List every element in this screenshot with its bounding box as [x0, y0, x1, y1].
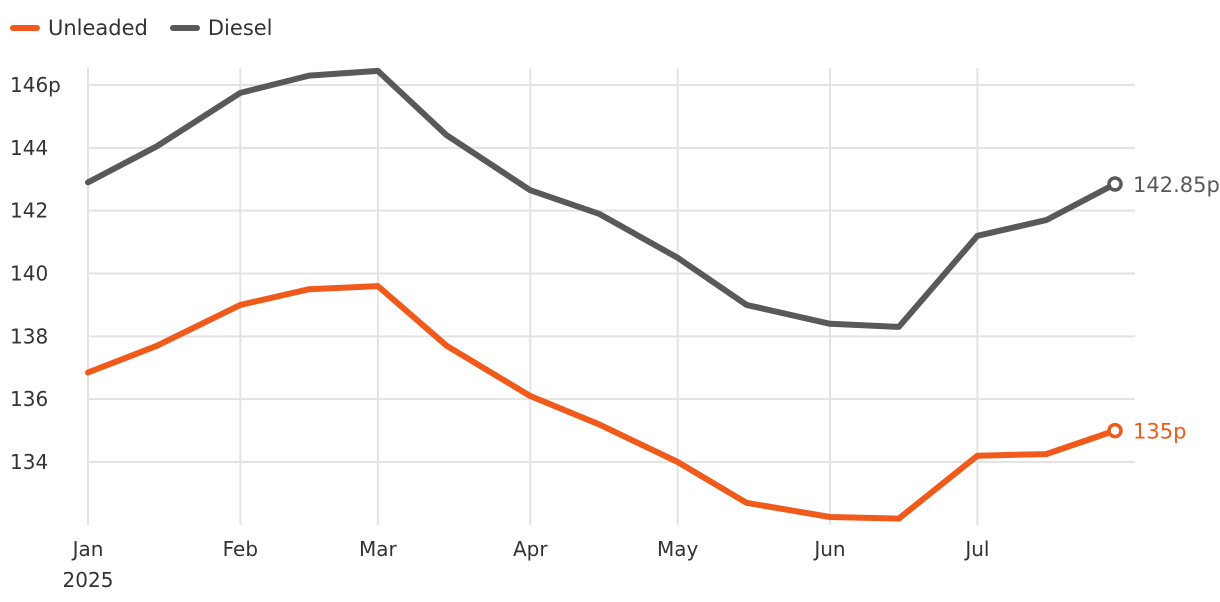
x-tick-label: Jan	[71, 537, 104, 561]
end-value-label-unleaded: 135p	[1133, 420, 1186, 444]
x-tick-label: Jun	[812, 537, 845, 561]
y-tick-label: 144	[10, 136, 48, 160]
y-tick-label: 138	[10, 324, 48, 348]
x-tick-label: Jul	[963, 537, 989, 561]
legend: Unleaded Diesel	[10, 16, 273, 40]
series-line-unleaded	[85, 283, 1118, 522]
x-tick-label: Feb	[223, 537, 258, 561]
legend-label-unleaded: Unleaded	[48, 16, 148, 40]
x-tick-sublabel: 2025	[63, 568, 114, 592]
series-group: 142.85p 135p	[85, 67, 1220, 522]
series-line-diesel	[85, 67, 1118, 330]
grid	[87, 68, 1135, 525]
y-tick-label: 134	[10, 450, 48, 474]
y-tick-label: 140	[10, 262, 48, 286]
y-tick-label: 146p	[10, 73, 61, 97]
y-tick-label: 142	[10, 199, 48, 223]
x-tick-label: Mar	[359, 537, 398, 561]
y-tick-label: 136	[10, 387, 48, 411]
x-tick-label: May	[657, 537, 699, 561]
legend-label-diesel: Diesel	[207, 16, 273, 40]
end-point-diesel	[1107, 176, 1123, 192]
legend-swatch-diesel	[169, 25, 200, 31]
x-tick-label: Apr	[513, 537, 548, 561]
x-axis: Jan 2025 Feb Mar Apr May Jun Jul	[63, 537, 990, 592]
legend-item-diesel: Diesel	[169, 16, 273, 40]
legend-swatch-unleaded	[10, 25, 40, 31]
y-axis: 146p 144 142 140 138 136 134	[10, 73, 61, 474]
end-point-unleaded	[1107, 422, 1123, 439]
legend-item-unleaded: Unleaded	[10, 16, 148, 40]
end-value-label-diesel: 142.85p	[1133, 173, 1220, 197]
